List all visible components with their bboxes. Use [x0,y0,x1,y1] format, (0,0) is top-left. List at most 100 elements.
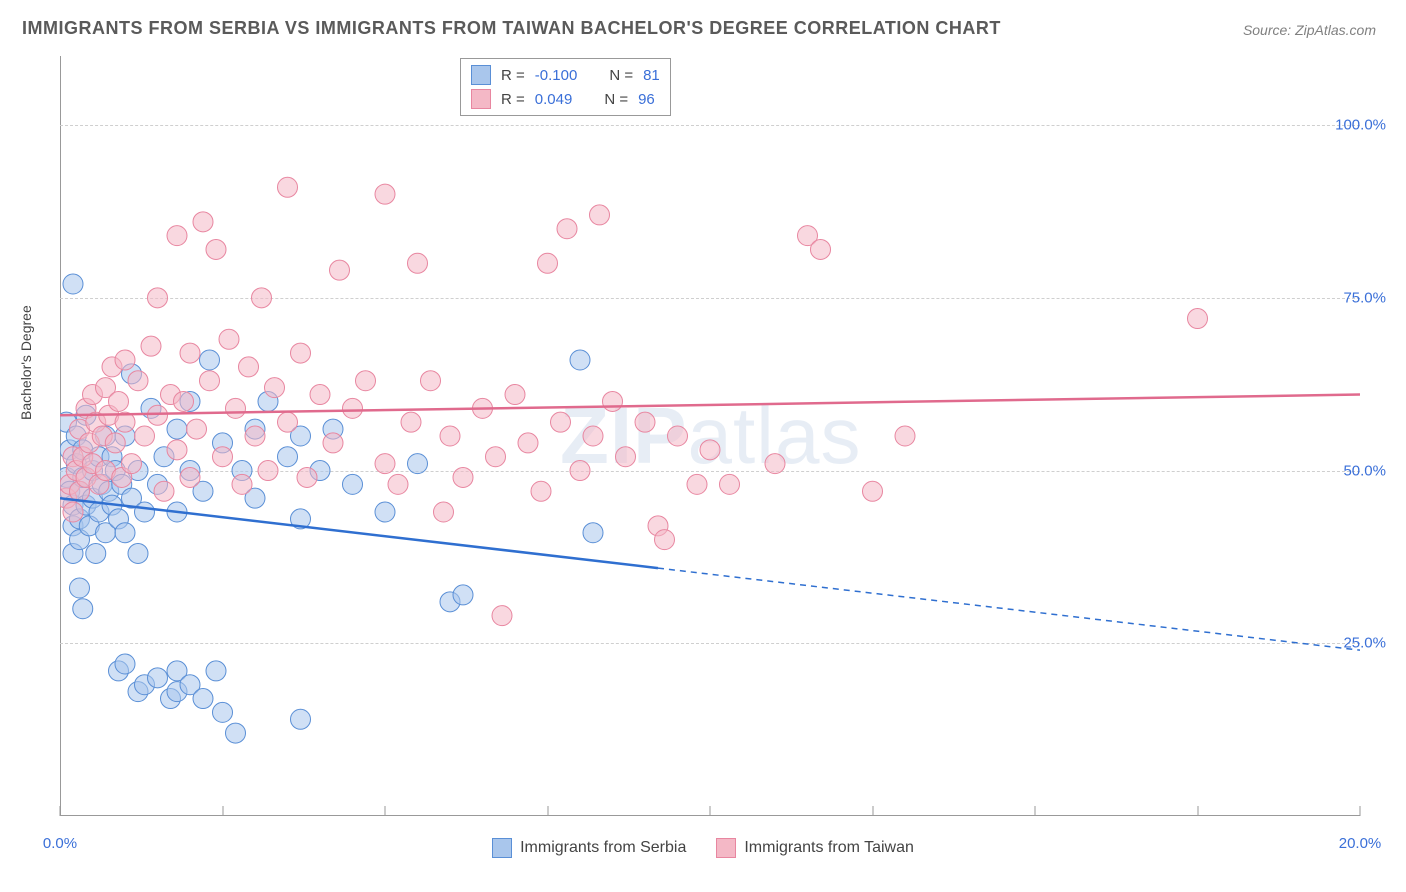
data-point [180,343,200,363]
data-point [310,385,330,405]
trend-line [60,395,1360,416]
source-attribution: Source: ZipAtlas.com [1243,22,1376,38]
data-point [135,502,155,522]
data-point [63,502,83,522]
legend-swatch-taiwan [471,89,491,109]
legend-swatch-serbia [492,838,512,858]
x-tick-mark [547,806,548,816]
data-point [278,412,298,432]
data-point [258,461,278,481]
data-point [863,481,883,501]
legend-R-value: -0.100 [535,67,578,84]
data-point [655,530,675,550]
legend-R-value: 0.049 [535,91,573,108]
data-point [356,371,376,391]
data-point [148,668,168,688]
data-point [590,205,610,225]
data-point [720,474,740,494]
data-point [148,288,168,308]
data-point [206,661,226,681]
x-tick-label: 20.0% [1339,835,1382,852]
data-point [200,350,220,370]
data-point [180,467,200,487]
data-point [167,440,187,460]
data-point [551,412,571,432]
legend-stats-row: R = -0.100 N = 81 [471,63,660,87]
chart-title: IMMIGRANTS FROM SERBIA VS IMMIGRANTS FRO… [22,18,1001,39]
data-point [408,253,428,273]
data-point [278,447,298,467]
data-point [200,371,220,391]
legend-stats-row: R = 0.049 N = 96 [471,87,660,111]
data-point [343,474,363,494]
data-point [453,467,473,487]
legend-bottom: Immigrants from Serbia Immigrants from T… [0,838,1406,858]
trend-line [60,498,658,568]
data-point [492,606,512,626]
data-point [343,398,363,418]
data-point [603,391,623,411]
data-point [421,371,441,391]
data-point [252,288,272,308]
data-point [135,426,155,446]
x-tick-label: 0.0% [43,835,77,852]
data-point [570,350,590,370]
data-point [213,702,233,722]
data-point [226,398,246,418]
x-tick-mark [385,806,386,816]
data-point [193,212,213,232]
data-point [505,385,525,405]
data-point [583,523,603,543]
data-point [219,329,239,349]
data-point [239,357,259,377]
legend-item-taiwan: Immigrants from Taiwan [716,838,914,858]
data-point [518,433,538,453]
data-point [105,433,125,453]
data-point [291,709,311,729]
data-point [86,543,106,563]
x-tick-mark [60,806,61,816]
data-point [700,440,720,460]
chart-svg [60,56,1360,816]
data-point [174,391,194,411]
data-point [375,184,395,204]
data-point [70,578,90,598]
data-point [557,219,577,239]
data-point [486,447,506,467]
legend-swatch-taiwan [716,838,736,858]
data-point [895,426,915,446]
data-point [401,412,421,432]
data-point [297,467,317,487]
data-point [375,454,395,474]
x-tick-mark [1197,806,1198,816]
legend-N-label: N = [609,67,633,84]
legend-stats-box: R = -0.100 N = 81 R = 0.049 N = 96 [460,58,671,116]
legend-R-label: R = [501,91,525,108]
legend-R-label: R = [501,67,525,84]
data-point [323,433,343,453]
legend-label: Immigrants from Taiwan [744,839,914,857]
data-point [115,654,135,674]
data-point [193,689,213,709]
data-point [583,426,603,446]
x-tick-mark [1035,806,1036,816]
trend-line-dashed [658,568,1360,650]
data-point [265,378,285,398]
data-point [154,481,174,501]
legend-swatch-serbia [471,65,491,85]
data-point [245,426,265,446]
data-point [141,336,161,356]
data-point [330,260,350,280]
x-tick-mark [1360,806,1361,816]
x-tick-mark [222,806,223,816]
data-point [291,343,311,363]
data-point [128,371,148,391]
data-point [616,447,636,467]
data-point [408,454,428,474]
legend-N-label: N = [604,91,628,108]
data-point [1188,309,1208,329]
data-point [531,481,551,501]
data-point [122,454,142,474]
data-point [128,543,148,563]
x-tick-mark [872,806,873,816]
